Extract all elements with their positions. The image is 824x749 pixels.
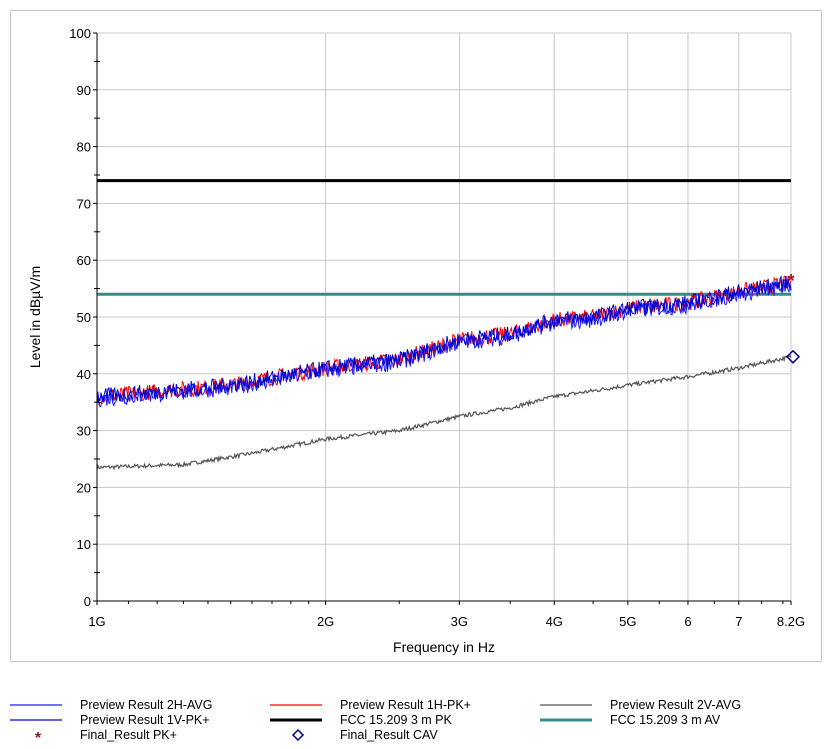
y-tick-label: 60 [77,253,91,268]
legend-diamond-icon [291,728,305,742]
x-tick-label: 1G [88,614,105,629]
legend-label: Preview Result 2V-AVG [610,698,741,712]
plot-series: * [96,179,801,471]
axes: 0 10 20 30 40 50 60 70 80 90 100 1G 2G 3G 4G 5G 6 7 8.2G [69,26,805,629]
y-tick-label: 70 [77,196,91,211]
legend-label: Preview Result 1H-PK+ [340,698,471,712]
y-tick-label: 10 [77,537,91,552]
grid [96,32,792,602]
x-tick-label: 7 [735,614,742,629]
y-tick-label: 30 [77,424,91,439]
x-tick-label: 6 [684,614,691,629]
x-tick-label: 5G [619,614,636,629]
y-tick-label: 50 [77,310,91,325]
legend-star-icon: * [35,730,42,747]
y-tick-label: 20 [77,480,91,495]
y-axis-label: Level in dBµV/m [27,266,43,368]
legend: Preview Result 2H-AVG Preview Result 1H-P… [10,698,741,747]
x-tick-label: 4G [546,614,563,629]
y-tick-label: 100 [69,26,91,41]
star-marker: * [787,271,794,291]
x-tick-label: 3G [451,614,468,629]
series-preview-result-2h-avg [96,278,792,408]
diamond-marker [785,349,801,364]
legend-label: FCC 15.209 3 m PK [340,713,453,727]
legend-label: Final_Result PK+ [80,728,177,742]
legend-label: Preview Result 2H-AVG [80,698,212,712]
legend-label: Final_Result CAV [340,728,438,742]
y-tick-label: 80 [77,140,91,155]
series-preview-result-2v-avg [96,354,792,471]
chart-frame [10,10,822,662]
x-axis-label: Frequency in Hz [393,639,495,655]
legend-label: FCC 15.209 3 m AV [610,713,721,727]
y-tick-label: 90 [77,83,91,98]
x-tick-label: 8.2G [777,614,805,629]
series-preview-result-1v-pk [96,275,792,403]
legend-label: Preview Result 1V-PK+ [80,713,210,727]
x-tick-label: 2G [317,614,334,629]
y-tick-label: 40 [77,367,91,382]
y-tick-label: 0 [84,594,91,609]
